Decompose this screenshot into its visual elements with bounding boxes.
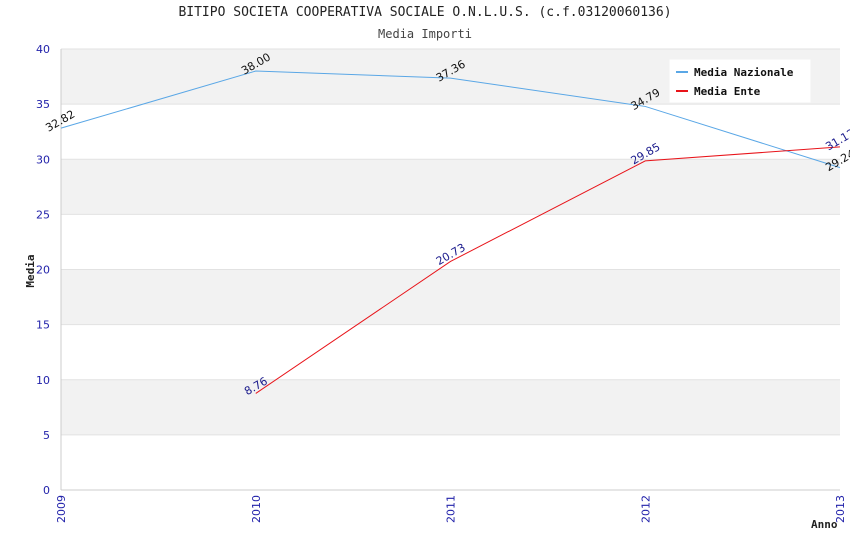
grid-bands [61,49,840,490]
grid-band [61,324,840,380]
legend-box [669,59,811,103]
grid-band [61,269,840,325]
x-tick-labels: 2009 2010 2011 2012 2013 [55,495,847,523]
y-tick-label: 5 [43,429,50,442]
y-tick-label: 40 [36,43,50,56]
y-tick-label: 30 [36,153,50,166]
x-tick-label: 2010 [250,495,263,523]
y-axis-title: Media [24,254,37,287]
y-tick-label: 25 [36,208,50,221]
x-tick-label: 2011 [445,495,458,523]
x-tick-label: 2012 [639,495,652,523]
gridlines [61,48,840,491]
legend-label: Media Ente [694,85,761,98]
y-tick-label: 15 [36,319,50,332]
x-axis-title: Anno [811,518,838,531]
grid-band [61,379,840,435]
chart-title: BITIPO SOCIETA COOPERATIVA SOCIALE O.N.L… [178,5,672,20]
grid-band [61,214,840,270]
series-line-0 [60,70,841,169]
axes [60,49,840,491]
x-tick-label: 2013 [834,495,847,523]
series-line-1 [255,146,841,394]
y-tick-label: 10 [36,374,50,387]
x-tick-label: 2009 [55,495,68,523]
y-tick-labels: 0 5 10 15 20 25 30 35 40 [36,43,50,497]
y-tick-label: 20 [36,264,50,277]
grid-band [61,159,840,215]
legend: Media Nazionale Media Ente [669,59,811,103]
chart-subtitle: Media Importi [378,27,472,41]
y-tick-label: 0 [43,484,50,497]
grid-band [61,104,840,160]
grid-band [61,434,840,490]
y-tick-label: 35 [36,98,50,111]
legend-label: Media Nazionale [694,66,794,79]
series-lines [60,70,841,394]
